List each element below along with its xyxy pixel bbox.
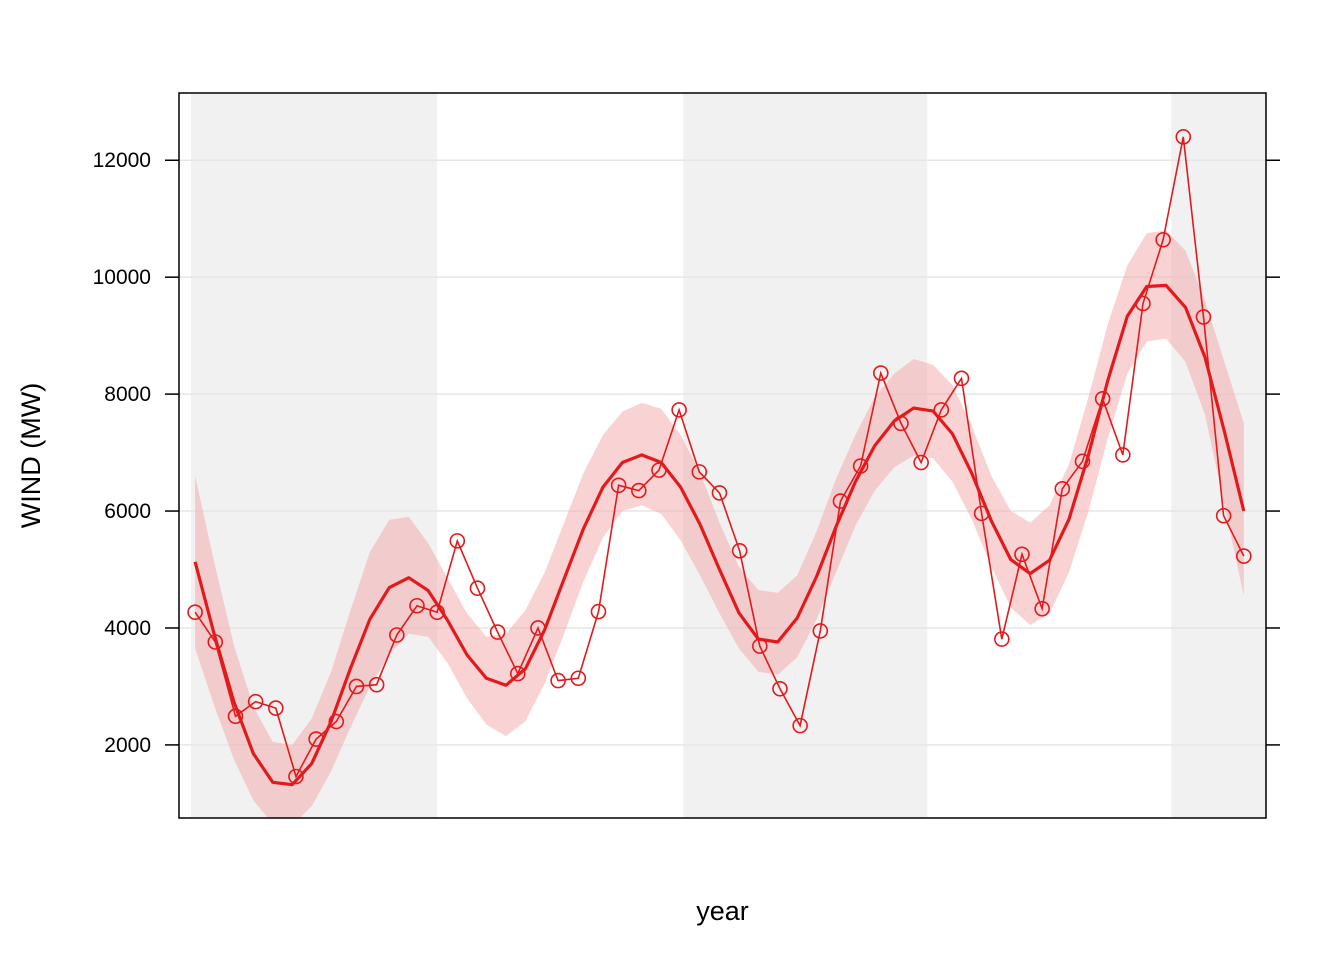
data-point: [731, 543, 748, 559]
data-point: [671, 402, 687, 418]
data-point: [832, 493, 849, 509]
data-point: [590, 603, 607, 620]
data-point: [348, 678, 365, 695]
data-point: [1054, 481, 1071, 497]
data-point: [933, 402, 950, 418]
data-point: [328, 713, 345, 730]
data-point: [772, 680, 788, 697]
data-point: [510, 665, 526, 682]
data-point: [187, 604, 203, 620]
data-point: [631, 482, 647, 499]
data-point: [389, 627, 405, 643]
data-point: [489, 624, 506, 640]
data-point: [691, 464, 708, 480]
x-axis-label: year: [696, 896, 749, 926]
data-point: [913, 454, 929, 471]
y-tick-label: 12000: [93, 149, 151, 172]
data-point: [1195, 309, 1212, 325]
data-point: [792, 717, 808, 734]
data-point: [288, 768, 304, 785]
data-point: [1236, 548, 1252, 564]
smooth-curve: [193, 283, 1246, 787]
data-point: [1155, 231, 1171, 248]
data-point: [873, 365, 889, 381]
data-point: [449, 533, 466, 549]
plot-frame: [178, 92, 1267, 819]
data-point: [1175, 129, 1192, 145]
data-point: [711, 485, 728, 501]
data-point: [368, 676, 385, 693]
data-point: [1115, 447, 1131, 463]
data-point: [268, 700, 284, 716]
band-area: [195, 230, 1244, 818]
data-point: [610, 477, 627, 494]
data-point: [308, 731, 324, 747]
data-point: [227, 708, 244, 725]
data-point: [207, 634, 224, 650]
data-point: [1034, 600, 1050, 617]
y-tick-label: 2000: [104, 734, 151, 757]
data-point: [247, 693, 264, 710]
data-point: [1094, 390, 1111, 407]
data-point: [530, 620, 546, 636]
data-point: [994, 631, 1010, 647]
data-point: [1074, 453, 1091, 470]
data-point: [973, 505, 990, 522]
data-point: [752, 638, 768, 654]
confidence-band: [195, 230, 1244, 818]
data-point: [469, 580, 486, 597]
y-tick-label: 10000: [93, 266, 151, 289]
data-point: [651, 462, 667, 478]
data-point: [550, 672, 566, 689]
y-axis: 2000 4000 6000 8000 10000 12000: [93, 149, 1280, 757]
y-tick-label: 4000: [104, 617, 151, 640]
data-point: [852, 458, 869, 474]
data-point: [1215, 507, 1232, 524]
data-point: [893, 415, 909, 432]
smooth-line: [193, 283, 1246, 787]
data-point: [1014, 546, 1030, 563]
data-point: [429, 604, 445, 620]
data-point: [953, 370, 970, 387]
data-points: [187, 129, 1252, 785]
data-point: [1135, 295, 1151, 312]
data-point: [570, 670, 587, 687]
data-point: [409, 597, 425, 614]
y-axis-label: WIND (MW): [16, 383, 46, 528]
y-tick-label: 6000: [104, 500, 151, 523]
y-tick-label: 8000: [104, 383, 151, 406]
data-point: [812, 623, 829, 639]
